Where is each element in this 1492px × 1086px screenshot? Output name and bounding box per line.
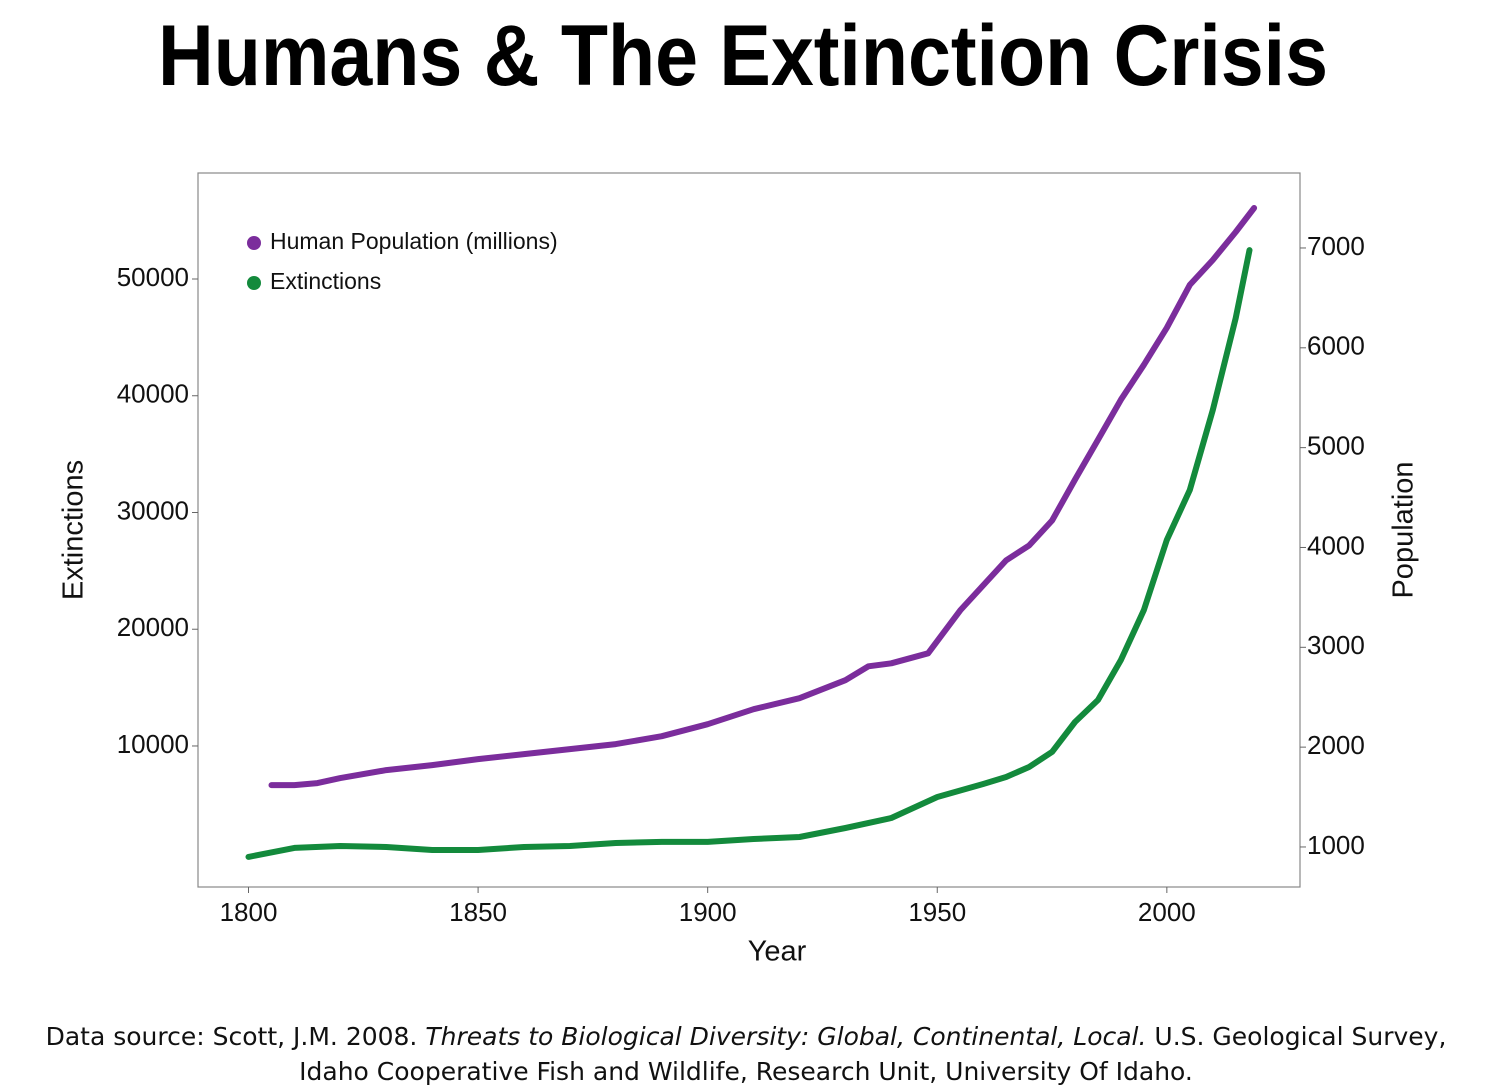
source-suffix: U.S. Geological Survey, bbox=[1154, 1022, 1447, 1051]
y-tick-label: 20000 bbox=[117, 612, 189, 642]
y2-tick-label: 1000 bbox=[1307, 830, 1365, 860]
x-tick-label: 1900 bbox=[679, 897, 737, 927]
x-tick-label: 1950 bbox=[908, 897, 966, 927]
y2-tick-label: 5000 bbox=[1307, 431, 1365, 461]
chart-title: Humans & The Extinction Crisis bbox=[158, 8, 1328, 104]
source-suffix: Idaho Cooperative Fish and Wildlife, Res… bbox=[299, 1057, 1193, 1086]
x-tick-label: 1850 bbox=[449, 897, 507, 927]
y2-tick-label: 2000 bbox=[1307, 730, 1365, 760]
y2-tick-label: 3000 bbox=[1307, 630, 1365, 660]
y-tick-label: 50000 bbox=[117, 262, 189, 292]
chart: Humans & The Extinction Crisis Year Exti… bbox=[58, 8, 1420, 968]
legend-label: Human Population (millions) bbox=[270, 228, 558, 254]
source-line: Data source: Scott, J.M. 2008. Threats t… bbox=[0, 1022, 1492, 1051]
legend-marker bbox=[247, 276, 261, 290]
series-line bbox=[268, 205, 1258, 789]
legend-label: Extinctions bbox=[270, 268, 381, 294]
y2-tick-label: 7000 bbox=[1307, 231, 1365, 261]
legend-marker bbox=[247, 236, 261, 250]
y-axis-label: Extinctions bbox=[58, 460, 90, 600]
x-tick-label: 2000 bbox=[1138, 897, 1196, 927]
y2-tick-label: 6000 bbox=[1307, 331, 1365, 361]
y2-axis-label: Population bbox=[1388, 461, 1420, 598]
x-tick-label: 1800 bbox=[220, 897, 278, 927]
x-axis-label: Year bbox=[748, 936, 807, 968]
source-prefix: Data source: Scott, J.M. 2008. bbox=[45, 1022, 418, 1051]
y-tick-label: 30000 bbox=[117, 495, 189, 525]
plot-frame bbox=[197, 172, 1301, 888]
y2-tick-label: 4000 bbox=[1307, 530, 1365, 560]
series-line bbox=[245, 247, 1253, 860]
y-tick-label: 10000 bbox=[117, 729, 189, 759]
source-line: Idaho Cooperative Fish and Wildlife, Res… bbox=[0, 1057, 1492, 1086]
source-title: Threats to Biological Diversity: Global,… bbox=[425, 1022, 1147, 1051]
y-tick-label: 40000 bbox=[117, 379, 189, 409]
